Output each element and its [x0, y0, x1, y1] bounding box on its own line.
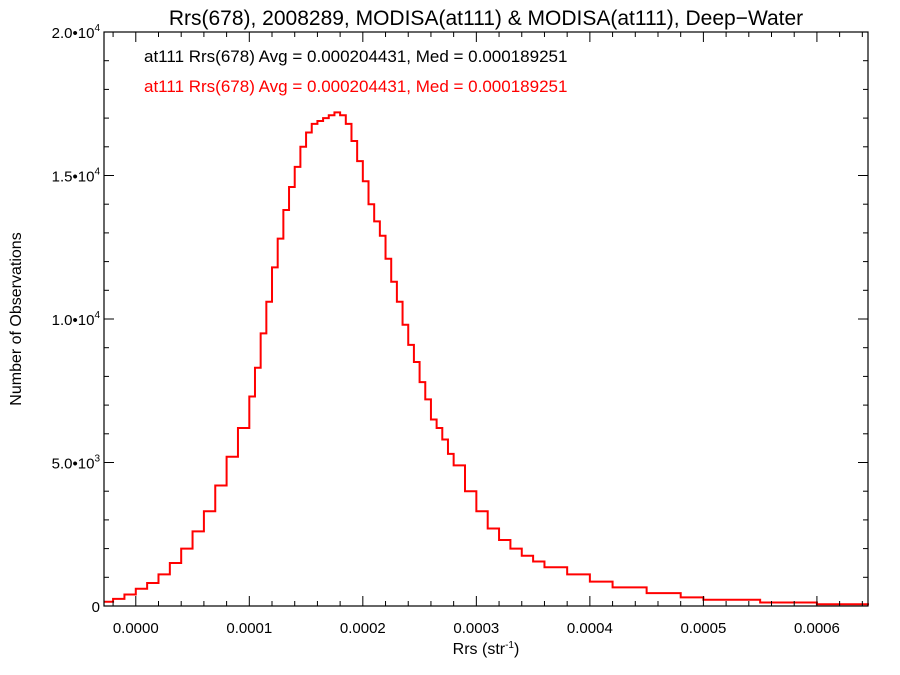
x-axis-label-sup: -1	[505, 640, 514, 651]
x-tick-label-0: 0.0000	[113, 620, 159, 637]
x-axis-label-text: Rrs (str	[453, 641, 506, 658]
y-tick-label-3: 1.5•104	[52, 167, 101, 186]
annotation-black: at111 Rrs(678) Avg = 0.000204431, Med = …	[144, 47, 567, 66]
x-tick-label-3: 0.0003	[453, 620, 499, 637]
y-tick-label-4: 2.0•104	[52, 23, 101, 42]
x-axis-ticks: 0.0000 0.0001 0.0002 0.0003 0.0004 0.0005 0.00…	[112, 32, 863, 637]
x-axis-label-close: )	[514, 641, 519, 658]
chart-title: Rrs(678), 2008289, MODISA(at111) & MODIS…	[169, 7, 803, 30]
y-tick-label-1: 5.0•103	[52, 454, 101, 473]
x-axis-label: Rrs (str-1)	[453, 640, 520, 658]
x-tick-label-1: 0.0001	[226, 620, 272, 637]
annotation-red: at111 Rrs(678) Avg = 0.000204431, Med = …	[144, 77, 567, 96]
x-tick-label-4: 0.0004	[567, 620, 613, 637]
y-tick-label-2: 1.0•104	[52, 310, 101, 329]
y-tick-label-0: 0	[92, 599, 100, 616]
x-tick-label-6: 0.0006	[794, 620, 840, 637]
y-axis-label: Number of Observations	[8, 232, 25, 405]
series-0-line	[104, 111, 869, 606]
y-axis-ticks: 0 5.0•103 1.0•104 1.5•104 2.0•104	[52, 23, 868, 616]
x-tick-label-5: 0.0005	[680, 620, 726, 637]
series-layer	[104, 111, 869, 606]
x-tick-label-2: 0.0002	[340, 620, 386, 637]
